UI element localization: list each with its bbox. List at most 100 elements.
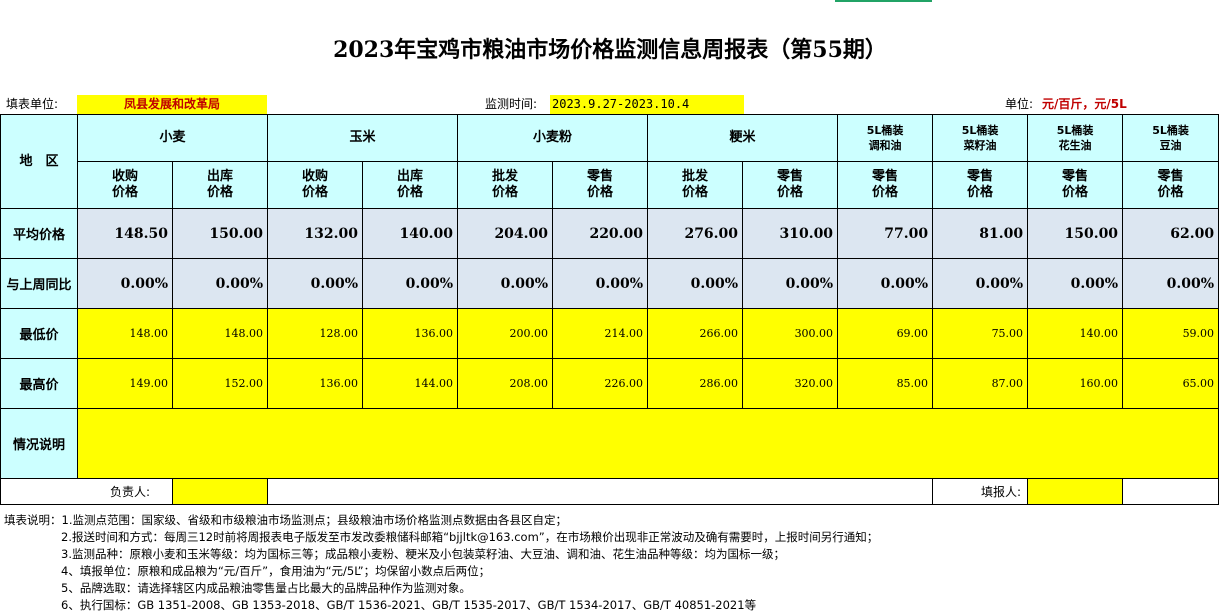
price-unit-label: 单位:	[1005, 97, 1034, 111]
sub-header: 零售 价格	[1027, 161, 1124, 209]
wow-cell: 0.00%	[267, 258, 364, 309]
fill-unit-value[interactable]: 凤县发展和改革局	[77, 95, 267, 114]
sub-header-line: 价格	[1062, 185, 1089, 200]
sub-header: 出库 价格	[362, 161, 459, 209]
sub-header-line: 价格	[492, 185, 519, 200]
max-cell[interactable]: 65.00	[1122, 358, 1220, 409]
max-cell[interactable]: 136.00	[267, 358, 364, 409]
lowest-price-row: 最低价 148.00 148.00 128.00 136.00 200.00 2…	[0, 308, 1220, 359]
sub-header: 零售 价格	[837, 161, 934, 209]
instruction-line: 5、品牌选取：请选择辖区内成品粮油零售量占比最大的品牌品种作为监测对象。	[61, 581, 471, 595]
week-over-week-row: 与上周同比 0.00% 0.00% 0.00% 0.00% 0.00% 0.00…	[0, 258, 1220, 309]
min-cell[interactable]: 148.00	[77, 308, 173, 359]
min-cell[interactable]: 200.00	[457, 308, 554, 359]
filler-label: 填报人:	[932, 478, 1029, 505]
sub-header: 零售 价格	[742, 161, 839, 209]
sub-header-line: 零售	[1062, 169, 1089, 184]
min-cell[interactable]: 148.00	[171, 308, 269, 359]
monitor-time-label: 监测时间:	[485, 97, 538, 111]
min-cell[interactable]: 300.00	[742, 308, 839, 359]
sub-header-line: 价格	[207, 185, 234, 200]
fill-unit-label: 填表单位:	[6, 97, 59, 111]
min-cell[interactable]: 140.00	[1027, 308, 1124, 359]
group-header-rapeseed-oil: 5L桶装菜籽油	[932, 114, 1029, 162]
sub-header: 批发 价格	[457, 161, 554, 209]
oil-type-label: 豆油	[1159, 139, 1182, 152]
instruction-line: 3.监测品种：原粮小麦和玉米等级：均为国标三等；成品粮小麦粉、粳米及小包装菜籽油…	[61, 547, 785, 561]
sub-header-line: 出库	[207, 169, 234, 184]
oil-type-label: 菜籽油	[963, 139, 997, 152]
sub-header-line: 价格	[777, 185, 804, 200]
sub-header-line: 价格	[682, 185, 709, 200]
filler-value[interactable]	[1027, 478, 1124, 505]
wow-cell: 0.00%	[837, 258, 934, 309]
min-cell[interactable]: 266.00	[647, 308, 744, 359]
avg-cell: 62.00	[1122, 208, 1220, 259]
average-price-row: 平均价格 148.50 150.00 132.00 140.00 204.00 …	[0, 208, 1220, 259]
avg-cell: 150.00	[1027, 208, 1124, 259]
max-cell[interactable]: 87.00	[932, 358, 1029, 409]
instruction-line: 填表说明：1.监测点范围：国家级、省级和市级粮油市场监测点；县级粮油市场价格监测…	[4, 513, 567, 527]
responsible-label: 负责人:	[77, 478, 173, 505]
sub-header-line: 价格	[397, 185, 424, 200]
row-label-highest: 最高价	[0, 358, 78, 409]
max-cell[interactable]: 152.00	[171, 358, 269, 409]
price-unit-value: 元/百斤，元/5L	[1042, 97, 1127, 111]
max-cell[interactable]: 320.00	[742, 358, 839, 409]
max-cell[interactable]: 208.00	[457, 358, 554, 409]
wow-cell: 0.00%	[1027, 258, 1124, 309]
sub-header-line: 零售	[1157, 169, 1184, 184]
min-cell[interactable]: 75.00	[932, 308, 1029, 359]
instruction-line: 6、执行国标：GB 1351-2008、GB 1353-2018、GB/T 15…	[61, 598, 757, 612]
oil-type-label: 花生油	[1058, 139, 1092, 152]
sub-header-line: 收购	[302, 169, 329, 184]
group-header-wheat: 小麦	[76, 114, 269, 162]
min-cell[interactable]: 59.00	[1122, 308, 1220, 359]
wow-cell: 0.00%	[932, 258, 1029, 309]
blank-cell	[267, 478, 934, 505]
group-header-blend-oil: 5L桶装 调和油	[837, 114, 934, 162]
row-label-wow: 与上周同比	[0, 258, 78, 309]
max-cell[interactable]: 85.00	[837, 358, 934, 409]
avg-cell: 148.50	[77, 208, 173, 259]
sub-header-line: 价格	[111, 185, 138, 200]
avg-cell: 81.00	[932, 208, 1029, 259]
max-cell[interactable]: 144.00	[362, 358, 459, 409]
oil-size-label: 5L桶装	[961, 124, 999, 137]
sub-header-line: 价格	[302, 185, 329, 200]
min-cell[interactable]: 128.00	[267, 308, 364, 359]
sub-header-line: 出库	[397, 169, 424, 184]
region-header: 地 区	[0, 114, 78, 209]
min-cell[interactable]: 214.00	[552, 308, 649, 359]
sub-header-line: 批发	[682, 169, 709, 184]
max-cell[interactable]: 160.00	[1027, 358, 1124, 409]
oil-size-label: 5L桶装	[1152, 124, 1189, 137]
situation-note-cell[interactable]	[76, 408, 1220, 479]
filling-instructions: 填表说明：1.监测点范围：国家级、省级和市级粮油市场监测点；县级粮油市场价格监测…	[4, 512, 878, 614]
responsible-value[interactable]	[171, 478, 269, 505]
max-cell[interactable]: 149.00	[77, 358, 173, 409]
avg-cell: 77.00	[837, 208, 934, 259]
min-cell[interactable]: 69.00	[837, 308, 934, 359]
oil-type-label: 调和油	[868, 139, 902, 152]
sub-header-row: 收购 价格 出库 价格 收购 价格 出库 价格 批发 价格 零售 价格 批发 价格 零售 价格 …	[1, 161, 1220, 209]
wow-cell: 0.00%	[457, 258, 554, 309]
avg-cell: 204.00	[457, 208, 554, 259]
sub-header-line: 零售	[872, 169, 899, 184]
min-cell[interactable]: 136.00	[362, 308, 459, 359]
avg-cell: 150.00	[171, 208, 269, 259]
blank-cell	[1122, 478, 1220, 505]
price-table: 地 区 小麦 玉米 小麦粉 粳米 5L桶装 调和油 5L桶装 菜籽油 5L桶装 花生油…	[0, 114, 1220, 505]
group-header-corn: 玉米	[267, 114, 459, 162]
oil-size-label: 5L桶装	[1056, 124, 1094, 137]
max-cell[interactable]: 226.00	[552, 358, 649, 409]
sub-header-line: 零售	[587, 169, 614, 184]
avg-cell: 140.00	[362, 208, 459, 259]
sub-header: 出库 价格	[171, 161, 269, 209]
sub-header-line: 零售	[967, 169, 994, 184]
sub-header: 零售 价格	[1122, 161, 1220, 209]
monitor-time-value[interactable]: 2023.9.27-2023.10.4	[550, 95, 744, 114]
max-cell[interactable]: 286.00	[647, 358, 744, 409]
group-header-peanut-oil: 5L桶装花生油	[1027, 114, 1124, 162]
wow-cell: 0.00%	[171, 258, 269, 309]
